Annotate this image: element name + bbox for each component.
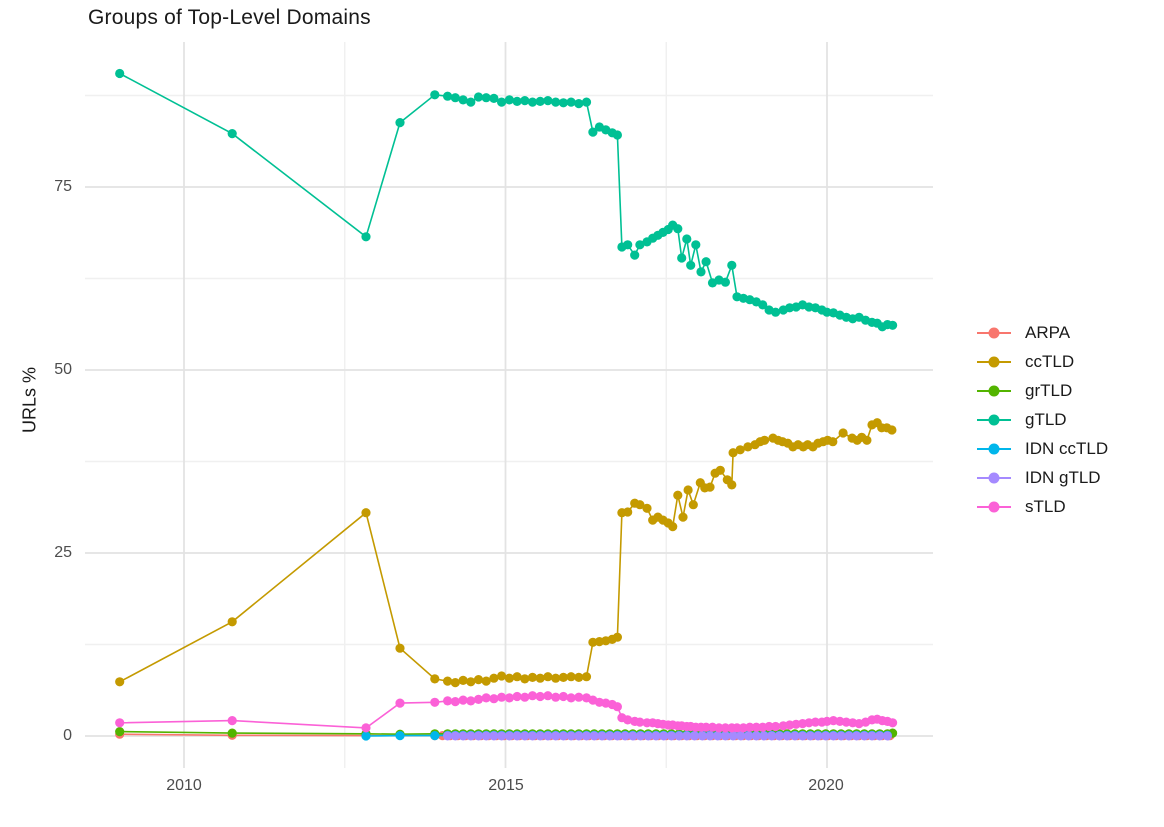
legend-entry-cctld: ccTLD bbox=[976, 347, 1108, 376]
legend-key-icon bbox=[977, 356, 1011, 367]
legend-key-icon bbox=[977, 327, 1011, 338]
x-tick-label-2010: 2010 bbox=[166, 777, 202, 794]
series-IDN-gTLD bbox=[443, 731, 893, 741]
legend-label: IDN gTLD bbox=[1025, 467, 1101, 487]
y-tick-label-50: 50 bbox=[54, 361, 72, 378]
legend-key-icon bbox=[977, 501, 1011, 512]
y-tick-label-75: 75 bbox=[54, 178, 72, 195]
legend-label: grTLD bbox=[1025, 380, 1073, 400]
legend-label: ccTLD bbox=[1025, 351, 1075, 371]
legend-entry-grtld: grTLD bbox=[976, 376, 1108, 405]
legend-label: IDN ccTLD bbox=[1025, 438, 1109, 458]
legend-label: sTLD bbox=[1025, 496, 1066, 516]
legend-entry-arpa: ARPA bbox=[976, 318, 1108, 347]
legend: ARPA ccTLD grTLD gTLD IDN ccTLD IDN gTLD… bbox=[976, 318, 1108, 521]
chart-title: Groups of Top-Level Domains bbox=[88, 6, 371, 29]
legend-entry-stld: sTLD bbox=[976, 492, 1108, 521]
series-gTLD bbox=[115, 68, 898, 332]
series-ccTLD bbox=[115, 418, 897, 688]
legend-entry-idn-gtld: IDN gTLD bbox=[976, 463, 1108, 492]
legend-key-icon bbox=[977, 414, 1011, 425]
legend-label: gTLD bbox=[1025, 409, 1067, 429]
legend-key-icon bbox=[977, 472, 1011, 483]
y-tick-label-25: 25 bbox=[54, 544, 72, 561]
legend-key-icon bbox=[977, 385, 1011, 396]
legend-key-icon bbox=[977, 443, 1011, 454]
series-sTLD bbox=[115, 691, 898, 733]
x-tick-label-2015: 2015 bbox=[488, 777, 524, 794]
legend-label: ARPA bbox=[1025, 322, 1071, 342]
legend-entry-gtld: gTLD bbox=[976, 405, 1108, 434]
legend-entry-idn-cctld: IDN ccTLD bbox=[976, 434, 1108, 463]
x-tick-label-2020: 2020 bbox=[808, 777, 844, 794]
y-tick-label-0: 0 bbox=[63, 727, 72, 744]
